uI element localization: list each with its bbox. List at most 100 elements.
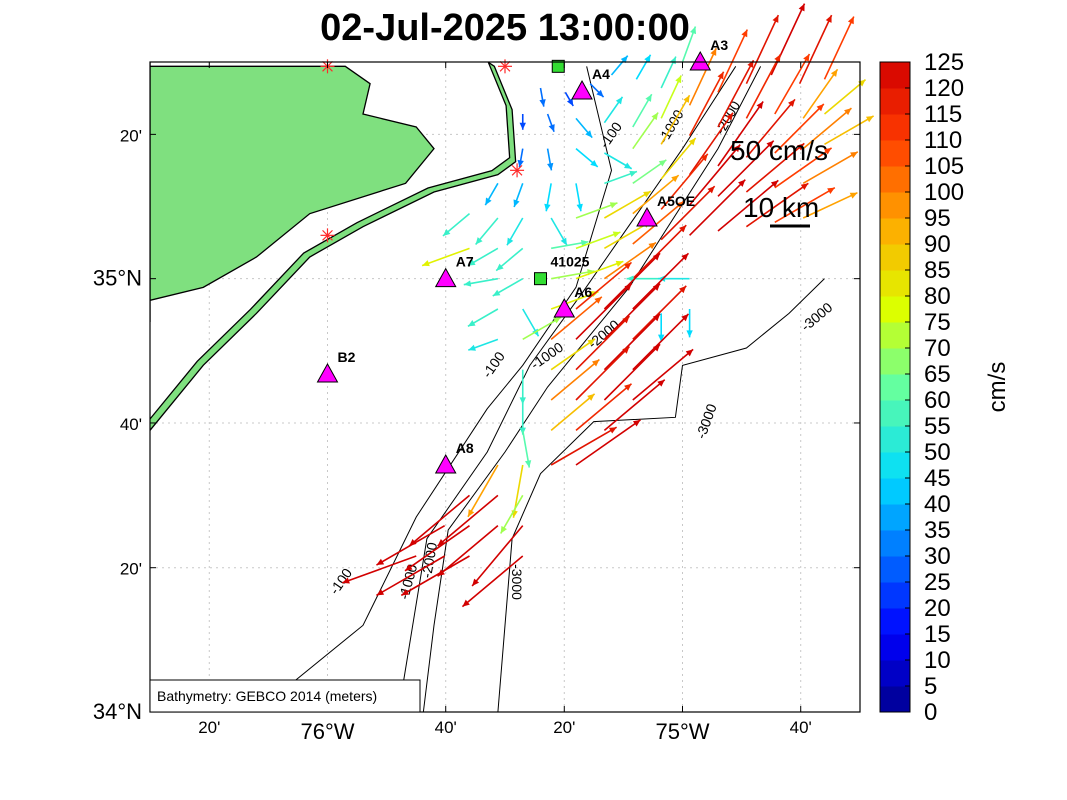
colorbar-segment: [880, 608, 910, 635]
current-vector: [660, 137, 697, 180]
current-vector: [575, 183, 583, 212]
colorbar-segment: [880, 556, 910, 583]
current-vector: [604, 152, 633, 170]
current-vector: [521, 430, 532, 468]
current-vector: [589, 83, 605, 98]
radar-sites: [320, 59, 525, 243]
radar-site-icon: [498, 59, 512, 74]
colorbar-segment: [880, 478, 910, 505]
triangle-marker-icon: [434, 267, 457, 288]
colorbar-segment: [880, 62, 910, 89]
current-vector: [467, 308, 499, 328]
triangle-marker-icon: [434, 453, 457, 474]
current-vector: [717, 101, 764, 167]
current-vector: [632, 285, 687, 340]
radar-site-icon: [320, 228, 335, 243]
current-vector: [467, 464, 499, 518]
current-vector: [603, 252, 661, 310]
current-vector: [467, 247, 499, 267]
current-vector: [632, 112, 659, 150]
bathymetry-note: Bathymetry: GEBCO 2014 (meters): [157, 688, 377, 704]
current-vector: [544, 183, 552, 212]
current-vector: [626, 275, 662, 282]
current-vector: [632, 93, 653, 128]
scale-distance-label: 10 km: [743, 192, 819, 223]
current-vector: [550, 358, 600, 401]
colorbar-segment: [880, 660, 910, 687]
current-vector: [688, 112, 734, 176]
current-vector: [517, 148, 524, 168]
lat-tick-label: 20': [120, 126, 142, 145]
current-vector: [802, 191, 858, 219]
current-vector: [688, 47, 717, 106]
current-vector: [770, 3, 806, 76]
current-vector: [522, 316, 562, 341]
current-vector: [604, 190, 652, 219]
triangle-marker-icon: [636, 206, 658, 227]
current-vector: [575, 383, 633, 431]
current-vector: [404, 525, 470, 572]
colorbar-tick-label: 25: [924, 569, 951, 596]
current-vector: [575, 202, 618, 219]
current-vector: [546, 113, 555, 133]
current-vector: [539, 87, 546, 107]
colorbar-segment: [880, 504, 910, 531]
colorbar-segment: [880, 582, 910, 609]
station-label: 41025: [551, 254, 590, 270]
colorbar-tick-label: 110: [924, 127, 962, 154]
current-vector: [603, 283, 661, 340]
current-vector: [802, 151, 859, 185]
current-vector: [575, 231, 621, 250]
colorbar-segment: [880, 426, 910, 453]
current-vector: [550, 217, 568, 246]
current-vector: [604, 170, 638, 185]
current-vector: [442, 213, 471, 237]
current-vector: [492, 277, 524, 297]
current-vector: [376, 524, 446, 566]
current-vector: [688, 71, 725, 137]
current-vector: [471, 525, 524, 587]
land-layer: [150, 62, 517, 432]
current-vector: [603, 313, 661, 371]
station-A3: A3: [689, 37, 728, 71]
station-label: A6: [574, 284, 592, 300]
colorbar-tick-label: 30: [924, 543, 951, 570]
colorbar-tick-label: 10: [924, 647, 951, 674]
colorbar-tick-label: 120: [924, 75, 964, 102]
current-vector: [689, 179, 746, 236]
latitude-tick-labels: 34°N 20' 40' 35°N 20': [93, 126, 860, 724]
colorbar-tick-label: 70: [924, 335, 951, 362]
lon-tick-label: 40': [790, 718, 812, 737]
colorbar-segment: [880, 322, 910, 349]
current-vector: [632, 174, 680, 215]
colorbar-segment: [880, 296, 910, 323]
colorbar-segment: [880, 140, 910, 167]
station-A5OE: A5OE: [636, 193, 695, 227]
colorbar-segment: [880, 348, 910, 375]
station-B2: B2: [316, 349, 356, 383]
colorbar-segment: [880, 452, 910, 479]
colorbar-tick-label: 50: [924, 439, 951, 466]
colorbar-tick-label: 115: [924, 101, 962, 128]
lat-tick-label: 20': [120, 560, 142, 579]
colorbar-tick-label: 35: [924, 517, 951, 544]
current-vector: [475, 217, 499, 246]
current-vector: [798, 14, 833, 85]
contour-label: -3000: [509, 564, 525, 600]
current-vector: [717, 179, 779, 232]
current-vector: [400, 555, 470, 597]
colorbar-segment: [880, 244, 910, 271]
colorbar-tick-label: 45: [924, 465, 951, 492]
colorbar-segment: [880, 270, 910, 297]
radar-site-icon: [510, 163, 525, 178]
station-A6: A6: [553, 284, 592, 318]
current-vector: [824, 115, 875, 146]
colorbar-segment: [880, 686, 910, 713]
current-vector: [603, 379, 666, 431]
colorbar-segment: [880, 88, 910, 115]
colorbar-tick-label: 65: [924, 361, 951, 388]
scale-speed-label: 50 cm/s: [730, 135, 828, 166]
current-vector: [495, 247, 524, 272]
lon-tick-label: 76°W: [300, 719, 354, 744]
